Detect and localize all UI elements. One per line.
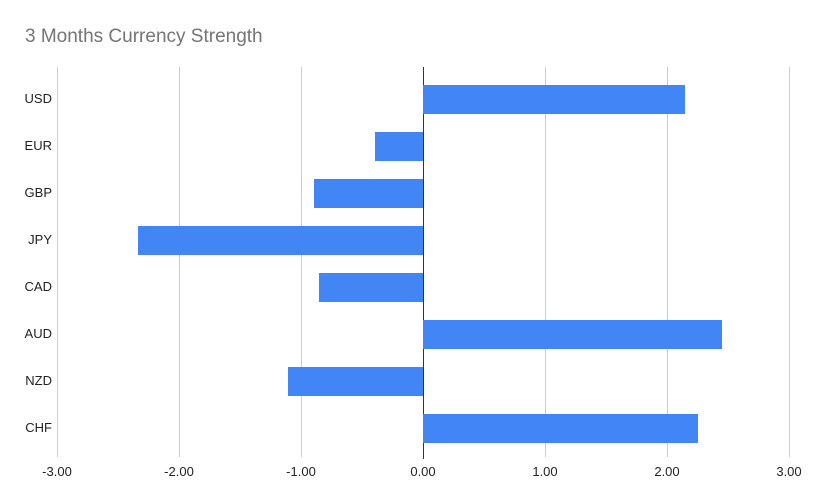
bar-usd[interactable]	[423, 84, 686, 114]
bar-jpy[interactable]	[137, 225, 423, 255]
x-axis-tick-label: -1.00	[286, 464, 316, 479]
chart-title: 3 Months Currency Strength	[25, 26, 263, 47]
bar-chf[interactable]	[423, 413, 698, 443]
gridline	[57, 67, 58, 457]
x-axis-tick-label: -3.00	[42, 464, 72, 479]
bar-nzd[interactable]	[287, 366, 423, 396]
x-axis-tick-label: 2.00	[654, 464, 680, 479]
gridline	[667, 67, 668, 457]
y-axis-category-label: GBP	[24, 185, 52, 201]
y-axis-category-label: EUR	[24, 138, 52, 154]
bar-eur[interactable]	[375, 131, 423, 161]
gridline	[789, 67, 790, 457]
bar-aud[interactable]	[423, 319, 722, 349]
y-axis-category-label: USD	[24, 91, 52, 106]
gridline	[545, 67, 546, 457]
y-axis-category-label: NZD	[25, 373, 52, 389]
zero-axis-line	[423, 67, 424, 459]
x-axis-tick-label: 3.00	[776, 464, 802, 479]
plot-area	[57, 67, 790, 459]
gridline	[301, 67, 302, 457]
x-axis-tick-label: -2.00	[164, 464, 194, 479]
y-axis-category-label: JPY	[28, 232, 52, 248]
gridline	[179, 67, 180, 457]
y-axis-category-label: AUD	[24, 326, 52, 342]
y-axis-category-label: CHF	[25, 420, 52, 436]
bar-cad[interactable]	[319, 272, 423, 302]
x-axis-tick-label: 1.00	[532, 464, 558, 479]
bar-gbp[interactable]	[314, 178, 423, 208]
y-axis-category-label: CAD	[24, 279, 52, 295]
x-axis-tick-label: 0.00	[410, 464, 436, 479]
